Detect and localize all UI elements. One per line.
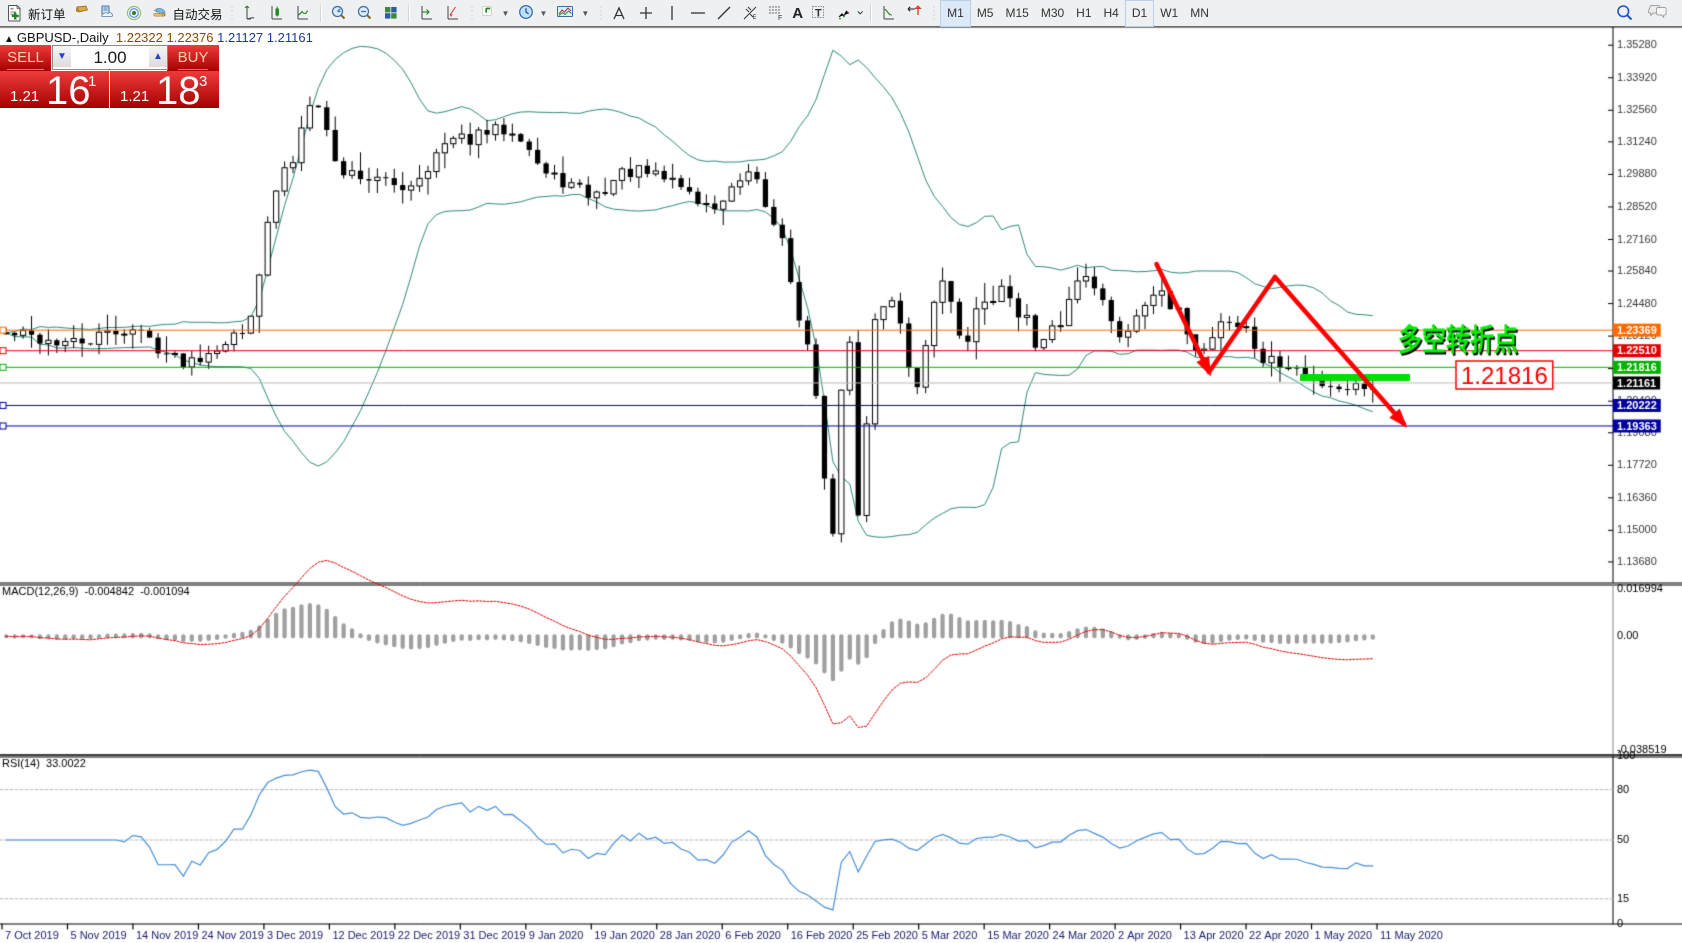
svg-text:E: E (753, 15, 757, 21)
svg-text:F: F (778, 15, 782, 22)
svg-text:T: T (815, 8, 822, 20)
